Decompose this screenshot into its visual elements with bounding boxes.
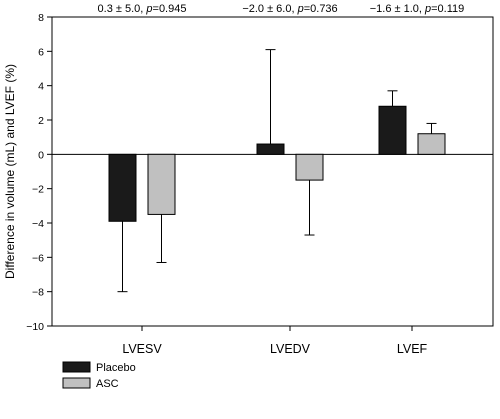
y-tick-label: −6: [32, 252, 44, 264]
bars: [108, 49, 446, 293]
y-tick-label: −2: [32, 184, 44, 196]
x-tick-label: LVESV: [122, 342, 162, 356]
y-tick-label: −8: [32, 287, 44, 299]
y-tick-label: 6: [38, 46, 44, 58]
y-tick-label: 0: [38, 149, 44, 161]
bar-placebo-lvesv: [108, 153, 137, 222]
annotation-lvesv: 0.3 ± 5.0, p=0.945: [98, 3, 187, 15]
bar-asc-lvef: [417, 133, 446, 155]
y-axis-ticks: 8 6 4 2 0 −2 −4 −6 −8 −10: [26, 12, 52, 333]
y-axis-label: Difference in volume (mL) and LVEF (%): [3, 64, 17, 279]
y-tick-label: 8: [38, 12, 44, 24]
plot-frame: [51, 16, 494, 327]
x-tick-label: LVEDV: [270, 342, 311, 356]
plot-area: 8 6 4 2 0 −2 −4 −6 −8 −10 LVESV LVEDV LVEF: [26, 12, 494, 356]
y-tick-label: −4: [32, 218, 44, 230]
legend-swatch-placebo: [62, 361, 91, 373]
legend-label-asc: ASC: [96, 378, 119, 390]
y-tick-label: 4: [38, 81, 44, 93]
bar-asc-lvesv: [147, 153, 176, 215]
legend: Placebo ASC: [62, 361, 136, 390]
y-tick-label: −10: [26, 321, 44, 333]
y-tick-label: 2: [38, 115, 44, 127]
bar-placebo-lvef: [378, 105, 407, 155]
bar-asc-lvedv: [295, 153, 324, 181]
legend-label-placebo: Placebo: [96, 362, 136, 374]
annotations: 0.3 ± 5.0, p=0.945 −2.0 ± 6.0, p=0.736 −1.…: [98, 3, 465, 15]
annotation-lvef: −1.6 ± 1.0, p=0.119: [370, 3, 465, 15]
bar-placebo-lvedv: [256, 143, 285, 155]
x-tick-label: LVEF: [397, 342, 428, 356]
legend-swatch-asc: [62, 377, 91, 389]
x-axis-ticks: LVESV LVEDV LVEF: [122, 326, 428, 356]
annotation-lvedv: −2.0 ± 6.0, p=0.736: [242, 3, 337, 15]
